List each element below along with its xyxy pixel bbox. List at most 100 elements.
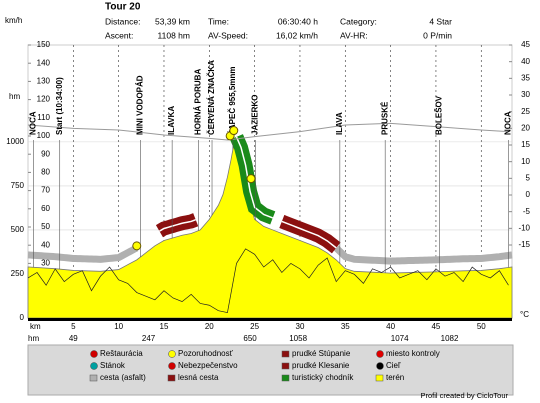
y2-tick-label: 25: [521, 107, 530, 116]
surface-band: [333, 245, 513, 265]
y2-tick-label: 10: [521, 157, 530, 166]
legend-label: Reštaurácia: [100, 349, 143, 358]
y2-tick-label: 20: [521, 123, 530, 132]
legend-swatch: [375, 374, 384, 382]
legend-label: Cieľ: [386, 361, 401, 370]
x-tick-label: 45: [431, 322, 440, 331]
x-tick-label: 25: [250, 322, 259, 331]
x-tick-label: 35: [341, 322, 350, 331]
legend-label: miesto kontroly: [386, 349, 440, 358]
legend-icon: [90, 350, 98, 358]
header-label: AV-Speed:: [208, 30, 248, 40]
poi-marker: [246, 174, 256, 184]
y2-tick-label: -15: [518, 240, 530, 249]
speed-tick-label: 90: [41, 149, 50, 158]
y2-tick-label: -5: [523, 207, 531, 216]
x-tick-label: 50: [477, 322, 486, 331]
legend-label: lesná cesta: [178, 373, 219, 382]
y-tick-label: 1000: [6, 137, 24, 146]
legend-icon: [376, 350, 384, 358]
waypoint-label: JAZIERKO: [251, 95, 260, 135]
legend-icon: [90, 362, 98, 370]
speed-axis-title: km/h: [5, 16, 22, 25]
ascent-label: 1058: [289, 334, 307, 343]
header-value: 1108 hm: [158, 30, 190, 40]
legend-label: prudké Stúpanie: [292, 349, 351, 358]
speed-tick-label: 130: [37, 77, 51, 86]
x-tick-label: 40: [386, 322, 395, 331]
ascent-label: 1082: [441, 334, 459, 343]
y-tick-label: 500: [11, 225, 25, 234]
x-axis-title: km: [30, 322, 41, 331]
plot: km/hhm°Ckm025050075010001020304050607080…: [5, 16, 531, 343]
header-label: Distance:: [105, 16, 140, 26]
legend: Reštaurácia Stánok cesta (asfalt) Pozoruhod…: [89, 349, 440, 382]
surface-center: [159, 218, 196, 232]
y2-tick-label: 0: [526, 190, 531, 199]
y2-tick-label: 30: [521, 90, 530, 99]
waypoint-label: BOLEŠOV: [435, 95, 444, 135]
waypoint-label: MINI VODOPÁD: [136, 75, 145, 135]
x-tick-label: 10: [114, 322, 123, 331]
legend-swatch: [167, 374, 176, 382]
surface-center: [235, 136, 274, 219]
y2-tick-label: -10: [518, 223, 530, 232]
legend-icon: [376, 362, 384, 370]
speed-tick-label: 60: [41, 204, 50, 213]
header-label: AV-HR:: [340, 30, 368, 40]
legend-swatch: [281, 350, 290, 358]
x-tick-label: 5: [71, 322, 76, 331]
waypoint-label: NOCA: [504, 111, 513, 135]
y2-tick-label: 40: [521, 57, 530, 66]
legend-swatch: [281, 374, 290, 382]
poi-marker: [229, 126, 239, 136]
speed-tick-label: 40: [41, 240, 50, 249]
y2-tick-label: 45: [521, 40, 530, 49]
y-tick-label: 0: [20, 313, 25, 322]
header-value: 4 Star: [429, 16, 452, 26]
speed-tick-label: 150: [37, 40, 51, 49]
header-value: 0 P/min: [423, 30, 452, 40]
legend-label: terén: [386, 373, 404, 382]
y2-tick-label: 35: [521, 73, 530, 82]
legend-swatch: [281, 362, 290, 370]
speed-line: [27, 248, 509, 313]
ascent-label: 247: [142, 334, 156, 343]
header-label: Time:: [208, 16, 229, 26]
speed-tick-label: 120: [37, 95, 51, 104]
legend-label: cesta (asfalt): [100, 373, 146, 382]
waypoint-label: ILAVA: [335, 112, 344, 135]
legend-label: Pozoruhodnosť: [178, 349, 234, 358]
waypoint-label: PRUSKÉ: [380, 101, 389, 135]
x-tick-label: 30: [296, 322, 305, 331]
x-tick-label: 15: [160, 322, 169, 331]
speed-tick-label: 50: [41, 222, 50, 231]
legend-label: Nebezpečenstvo: [178, 361, 238, 370]
waypoint-label: HORNÁ PORUBA: [194, 69, 203, 135]
ascent-label: 49: [69, 334, 78, 343]
legend-label: turistický chodník: [292, 373, 354, 382]
footer: Profil created by CicloTour: [420, 391, 508, 400]
poi-marker: [132, 241, 142, 251]
legend-label: prudké Klesanie: [292, 361, 350, 370]
y-axis-title: hm: [9, 92, 20, 101]
speed-tick-label: 80: [41, 168, 50, 177]
y-tick-label: 250: [11, 269, 25, 278]
header-value: 53,39 km: [155, 16, 190, 26]
ascent-row-title: hm: [28, 334, 39, 343]
surface-center: [281, 220, 337, 249]
title: Tour 20: [105, 2, 141, 13]
legend-icon: [168, 350, 176, 358]
ascent-label: 1074: [391, 334, 409, 343]
speed-tick-label: 30: [41, 259, 50, 268]
waypoint-label: Start (10:34:00): [55, 77, 64, 135]
y2-tick-label: 5: [526, 173, 531, 182]
legend-swatch: [89, 374, 98, 382]
temperature-line: [27, 122, 509, 141]
surface-band: [27, 244, 139, 263]
waypoint-label: ČERVENÁ ZNAČKA: [207, 60, 216, 135]
y-tick-label: 750: [11, 181, 25, 190]
speed-tick-label: 110: [37, 113, 50, 122]
distance-strip: [28, 318, 512, 321]
